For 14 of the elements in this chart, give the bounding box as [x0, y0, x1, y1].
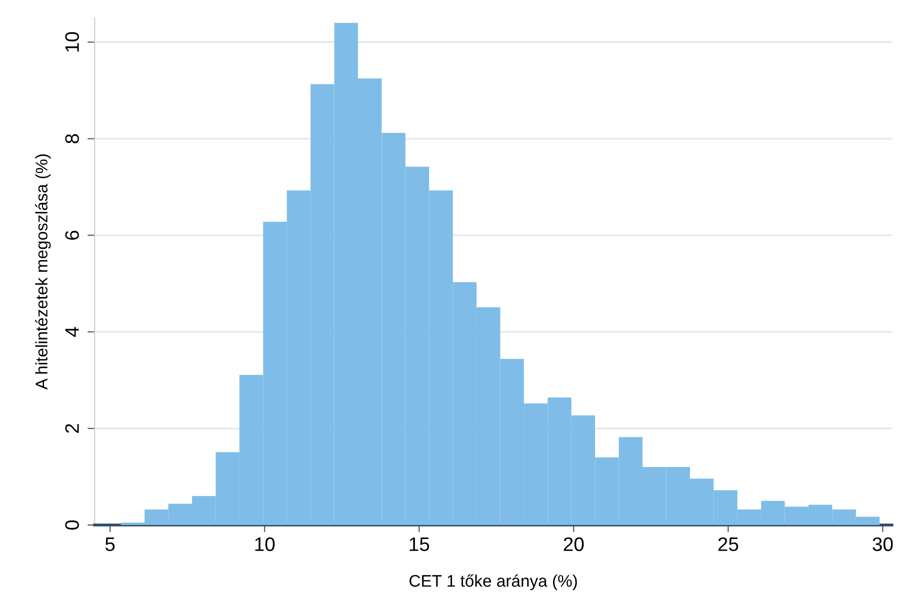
x-tick-label: 20: [564, 537, 584, 552]
y-tick-label: 4: [65, 327, 79, 337]
x-axis-title: CET 1 tőke aránya (%): [410, 574, 577, 590]
x-tick-label: 10: [255, 537, 275, 552]
y-tick-label: 10: [65, 32, 79, 52]
x-tick-label: 30: [872, 537, 893, 552]
y-axis-title: A hitelintézetek megoszlása (%): [35, 154, 51, 390]
x-tick-label: 5: [105, 538, 115, 552]
y-tick-label: 2: [65, 424, 79, 433]
y-tick-label: 8: [65, 134, 79, 144]
y-tick-label: 6: [65, 230, 79, 240]
x-tick-label: 15: [410, 538, 430, 552]
y-tick-label: 0: [65, 520, 79, 530]
x-tick-label: 25: [718, 537, 738, 552]
